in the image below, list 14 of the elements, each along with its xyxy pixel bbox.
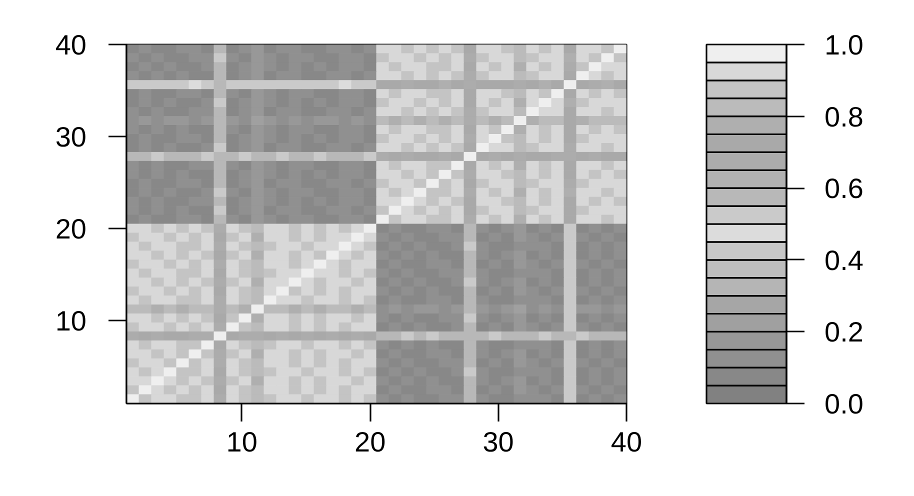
x-tick-label: 20: [354, 426, 386, 458]
y-tick-label: 40: [55, 30, 87, 60]
color-bar-label: 0.6: [824, 173, 864, 204]
y-tick-label: 30: [55, 122, 87, 153]
color-bar-label: 0.8: [824, 101, 864, 132]
y-tick-label: 20: [55, 214, 87, 245]
x-tick-label: 40: [610, 426, 642, 458]
x-tick-label: 30: [482, 426, 514, 458]
color-bar-label: 0.2: [824, 316, 864, 348]
color-bar-label: 0.4: [824, 244, 864, 276]
x-tick-label: 10: [226, 426, 258, 458]
y-tick-label: 10: [55, 306, 87, 337]
color-bar-label: 1.0: [824, 30, 864, 60]
color-bar-label: 0.0: [824, 388, 864, 420]
